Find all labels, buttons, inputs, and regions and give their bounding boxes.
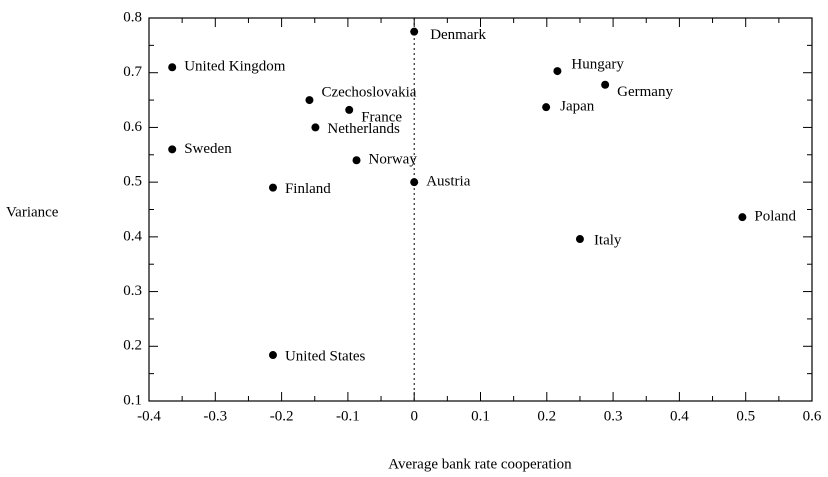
y-tick-label: 0.5 bbox=[123, 174, 142, 190]
point bbox=[268, 183, 277, 192]
point-label: Finland bbox=[285, 181, 331, 197]
point bbox=[352, 156, 361, 165]
y-tick-label: 0.6 bbox=[123, 119, 142, 135]
x-tick-label: -0.1 bbox=[336, 408, 360, 424]
x-tick-label: 0.4 bbox=[670, 408, 689, 424]
point bbox=[345, 105, 354, 114]
point-label: Italy bbox=[594, 232, 622, 248]
y-tick-label: 0.3 bbox=[123, 283, 142, 299]
point bbox=[268, 351, 277, 360]
point-label: United States bbox=[285, 348, 366, 364]
point bbox=[305, 96, 314, 105]
point bbox=[601, 80, 610, 89]
point bbox=[410, 178, 419, 187]
y-tick-label: 0.7 bbox=[123, 64, 142, 80]
point bbox=[168, 145, 177, 154]
point bbox=[542, 103, 551, 112]
point bbox=[168, 63, 177, 72]
x-axis-label: Average bank rate cooperation bbox=[388, 456, 572, 472]
x-tick-label: 0.3 bbox=[604, 408, 623, 424]
point-label: France bbox=[361, 109, 402, 125]
point-label: Sweden bbox=[184, 141, 232, 157]
x-tick-label: 0.6 bbox=[803, 408, 822, 424]
point-label: Denmark bbox=[430, 27, 486, 43]
point-label: Poland bbox=[754, 209, 796, 225]
y-tick-label: 0.1 bbox=[123, 392, 142, 408]
point bbox=[410, 27, 419, 36]
point bbox=[575, 235, 584, 244]
y-tick-label: 0.8 bbox=[123, 9, 142, 25]
point-label: Norway bbox=[369, 152, 418, 168]
point-label: Netherlands bbox=[327, 121, 400, 137]
x-tick-label: -0.3 bbox=[203, 408, 227, 424]
point-label: United Kingdom bbox=[184, 59, 286, 75]
x-tick-label: -0.4 bbox=[137, 408, 161, 424]
point-label: Austria bbox=[426, 174, 471, 190]
point-label: Germany bbox=[617, 84, 673, 100]
x-tick-label: -0.2 bbox=[270, 408, 294, 424]
point bbox=[311, 123, 320, 132]
y-tick-label: 0.4 bbox=[123, 228, 142, 244]
x-tick-label: 0.1 bbox=[471, 408, 490, 424]
point bbox=[553, 67, 562, 76]
plot-frame bbox=[148, 17, 813, 402]
y-tick-label: 0.2 bbox=[123, 338, 142, 354]
point bbox=[738, 213, 747, 222]
x-tick-label: 0.5 bbox=[736, 408, 755, 424]
point-label: Japan bbox=[560, 99, 595, 115]
x-tick-label: 0.2 bbox=[537, 408, 556, 424]
point-label: Hungary bbox=[571, 57, 624, 73]
y-axis-label: Variance bbox=[6, 204, 59, 220]
x-tick-label: 0 bbox=[410, 408, 418, 424]
point-label: Czechoslovakia bbox=[321, 85, 416, 101]
